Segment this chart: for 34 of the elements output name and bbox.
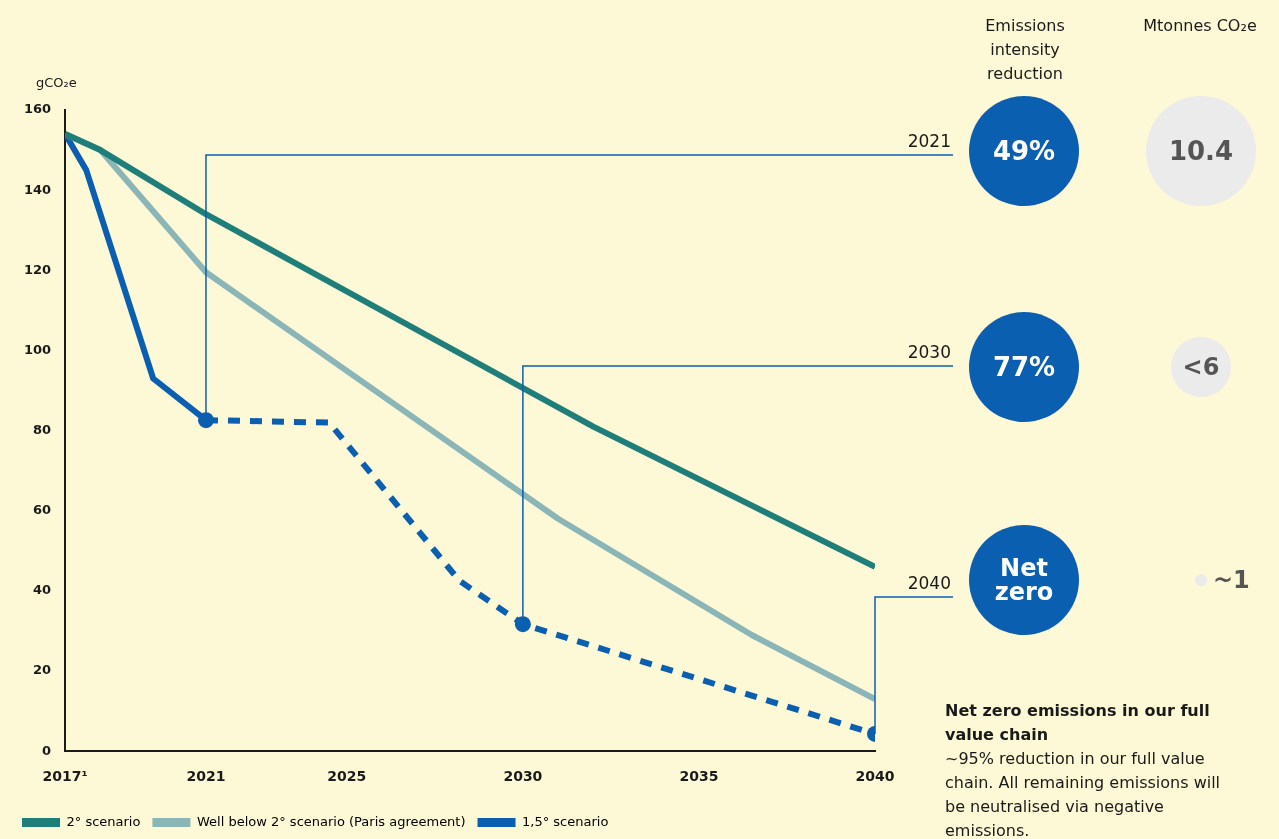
y-tick-label: 0: [42, 742, 52, 758]
text: 10.4: [1146, 96, 1256, 206]
x-tick-label: 2025: [327, 768, 367, 785]
text: Emissions intensity reduction: [984, 15, 1066, 85]
x-tick-label: 2030: [503, 768, 543, 785]
x-tick-label: 2021: [186, 768, 226, 785]
y-tick-label: 100: [24, 341, 52, 357]
legend-label: Well below 2° scenario (Paris agreement): [196, 813, 466, 829]
y-tick-label: 60: [33, 502, 52, 518]
text: 49%: [969, 96, 1079, 206]
text: Net zero emissions in our full value chain: [945, 700, 1211, 746]
y-tick-label: 40: [33, 582, 52, 598]
text: Net zero: [969, 525, 1079, 635]
text: ~95% reduction in our full value chain. All remaining emissions will be neutralised via negative emissions.: [945, 748, 1222, 839]
y-tick-label: 80: [33, 421, 52, 437]
text: 77%: [969, 312, 1079, 422]
annotation: 2021: [907, 130, 951, 151]
y-tick-label: 160: [24, 101, 52, 117]
y-tick-label: 20: [33, 662, 52, 678]
x-tick-label: 2035: [679, 768, 719, 785]
y-axis-title: gCO₂e: [36, 74, 77, 90]
y-tick-label: 140: [24, 181, 52, 197]
x-tick-label: 2040: [855, 768, 895, 785]
point: [514, 616, 531, 633]
annotation: 2040: [907, 572, 951, 593]
point: [197, 412, 214, 429]
legend-label: 2° scenario: [66, 813, 141, 829]
text: Mtonnes CO₂e: [1142, 15, 1258, 37]
text: <6: [1171, 337, 1231, 397]
text: ~1: [1213, 565, 1250, 595]
y-tick-label: 120: [24, 261, 52, 277]
annotation: 2030: [907, 341, 951, 362]
legend-label: 1,5° scenario: [522, 813, 609, 829]
x-tick-label: 2017¹: [42, 768, 88, 785]
